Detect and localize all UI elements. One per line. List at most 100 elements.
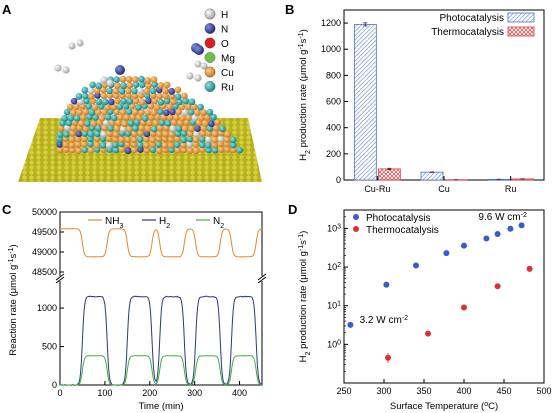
- b-y-tick-label: 200: [326, 149, 341, 159]
- cluster-atom: [63, 130, 70, 138]
- cluster-atom: [181, 125, 189, 132]
- cluster-atom: [197, 114, 205, 122]
- cluster-atom: [149, 146, 157, 154]
- b-y-tick-label: 400: [326, 123, 341, 133]
- cluster-atom: [162, 92, 170, 100]
- cluster-atom: [193, 130, 201, 138]
- cluster-atom: [229, 141, 237, 149]
- cluster-atom: [143, 135, 150, 143]
- legend-atom-ru-icon: [204, 81, 216, 92]
- c-y-tick-label: 50000: [32, 207, 57, 217]
- c-y-tick-label: 1000: [37, 303, 57, 313]
- cluster-atom: [100, 86, 107, 94]
- hydrogen-atom: [68, 42, 76, 50]
- cluster-atom: [126, 81, 134, 89]
- cluster-atom: [131, 130, 139, 138]
- cluster-atom: [143, 87, 151, 95]
- cluster-atom: [108, 98, 115, 106]
- d-point-thermocatalysis: [425, 330, 431, 337]
- d-legend-label: Thermocatalysis: [366, 225, 439, 236]
- cluster-atom: [69, 146, 76, 154]
- cluster-atom: [104, 104, 111, 111]
- cluster-atom: [169, 108, 177, 116]
- c-legend-label-nh3: NH3: [105, 216, 123, 230]
- b-x-tick-label: Ru: [505, 184, 517, 194]
- cluster-atom: [176, 98, 184, 106]
- cluster-atom: [161, 141, 169, 149]
- c-series-h2-line: [59, 295, 263, 386]
- cluster-atom: [168, 87, 176, 95]
- d-point-photocatalysis: [507, 225, 514, 232]
- legend-label-n: N: [221, 25, 228, 36]
- c-x-tick-label: 100: [97, 388, 112, 398]
- cluster-atom: [94, 92, 101, 99]
- d-point-thermocatalysis: [461, 304, 467, 311]
- cluster-atom: [70, 97, 78, 105]
- cluster-atom: [145, 97, 153, 105]
- cluster-atom: [87, 87, 95, 94]
- c-x-tick-label: 300: [187, 388, 202, 398]
- c-series-nh3-line: [59, 228, 263, 258]
- cluster-atom: [174, 147, 182, 154]
- cluster-atom: [135, 104, 142, 111]
- b-x-tick-label: Cu: [438, 184, 450, 194]
- cluster-atom: [66, 103, 74, 111]
- d-legend-marker: [353, 226, 359, 232]
- cluster-atom: [155, 147, 163, 155]
- cluster-atom: [157, 82, 165, 89]
- cluster-atom: [198, 141, 206, 149]
- cluster-atom: [224, 146, 231, 153]
- cluster-atom: [89, 81, 97, 89]
- panel-b-label: B: [285, 2, 294, 17]
- cluster-atom: [137, 87, 145, 95]
- cluster-atom: [138, 75, 145, 83]
- cluster-atom: [115, 119, 122, 127]
- cluster-atom: [193, 147, 200, 155]
- cluster-atom: [149, 136, 157, 144]
- panel-d-label: D: [288, 202, 297, 217]
- cluster-atom: [114, 82, 121, 90]
- cluster-atom: [136, 136, 144, 143]
- scatter-chart: 100 101 102 103 250 300 350 400 450 500 Photocatal…: [298, 209, 552, 413]
- cluster-atom: [172, 114, 180, 121]
- cluster-atom: [131, 92, 139, 100]
- d-x-axis-title: Surface Temperature (oC): [390, 401, 498, 413]
- cluster-atom: [85, 103, 93, 110]
- cluster-atom: [150, 76, 158, 84]
- cluster-atom: [122, 102, 130, 110]
- cluster-atom: [174, 86, 182, 94]
- c-y-tick-label: 49000: [32, 247, 57, 257]
- cluster-atom: [87, 147, 95, 154]
- cluster-atom: [186, 147, 194, 155]
- d-point-photocatalysis: [518, 222, 525, 229]
- nitrogen-atom: [194, 45, 204, 55]
- cluster-atom: [99, 141, 107, 149]
- cluster-atom: [224, 130, 232, 138]
- cluster-atom: [162, 87, 169, 95]
- cluster-atom: [68, 135, 76, 143]
- cluster-atom: [219, 125, 226, 133]
- cluster-atom: [211, 141, 219, 149]
- cluster-atom: [141, 114, 149, 122]
- cluster-atom: [229, 136, 237, 144]
- cluster-atom: [194, 109, 201, 116]
- c-y-axis-title: Reaction rate (μmol g-1s-1): [8, 244, 20, 355]
- c-legend-label-n2: N2: [213, 216, 224, 230]
- c-series-n2-line: [59, 355, 263, 386]
- d-x-tick-label: 250: [336, 386, 351, 396]
- cluster-atom: [69, 129, 76, 137]
- c-legend-label-h2: H2: [159, 216, 170, 230]
- cluster-atom: [144, 125, 152, 133]
- cluster-atom: [118, 145, 126, 153]
- legend-atom-n-icon: [204, 23, 216, 34]
- cluster-atom: [56, 140, 63, 148]
- cluster-atom: [130, 136, 138, 144]
- d-point-photocatalysis: [413, 262, 419, 269]
- cluster-atom: [181, 92, 188, 100]
- cluster-atom: [168, 92, 176, 100]
- cluster-atom: [194, 125, 202, 132]
- cluster-atom: [84, 120, 91, 127]
- cluster-atom: [100, 130, 107, 138]
- cluster-atom: [175, 125, 183, 133]
- b-legend-label: Photocatalysis: [440, 13, 504, 24]
